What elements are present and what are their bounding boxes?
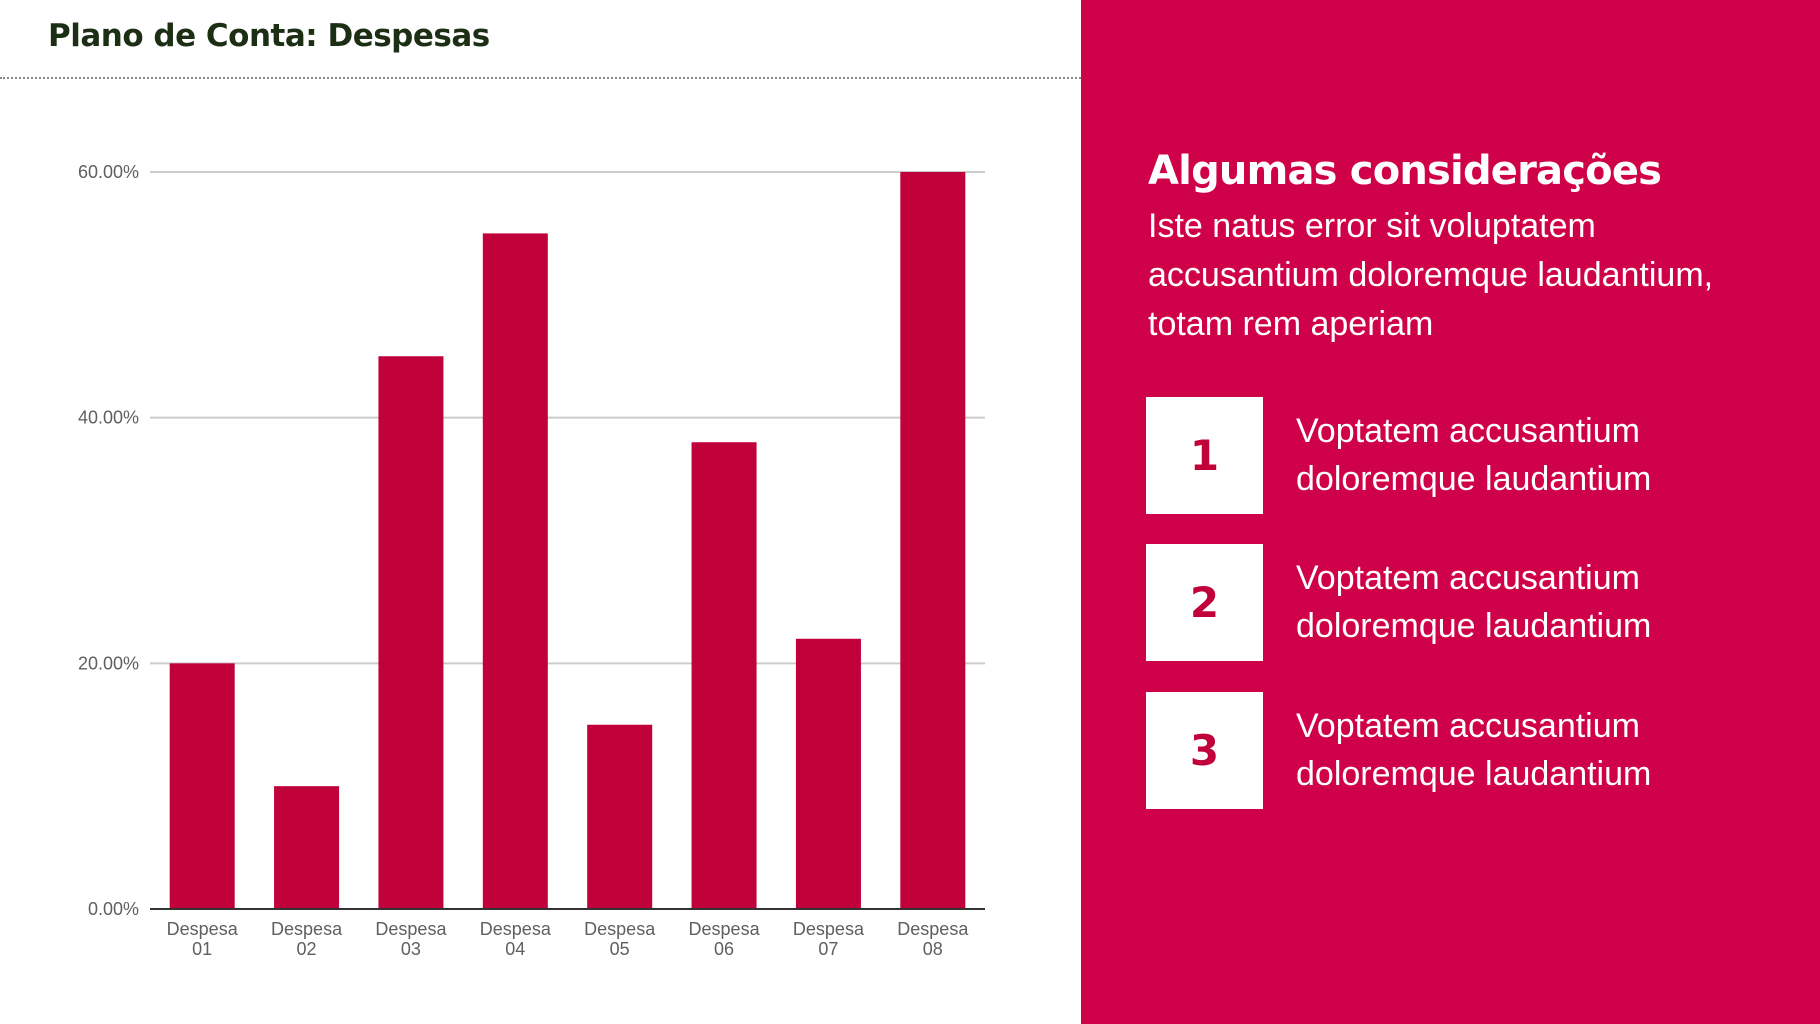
x-tick-label: Despesa 04 <box>480 919 552 959</box>
y-tick-label: 60.00% <box>78 162 139 182</box>
bar-chart: 0.00% 20.00% 40.00% 60.00% Despesa 01 Despesa 0… <box>78 162 985 959</box>
bar <box>378 356 444 909</box>
x-tick-label: Despesa 05 <box>584 919 656 959</box>
list-item: 2 Voptatem accusantium doloremque laudan… <box>1146 544 1786 661</box>
item-number-badge: 1 <box>1146 397 1263 514</box>
x-tick-label: Despesa 01 <box>167 919 239 959</box>
panel-heading: Algumas considerações <box>1148 148 1662 194</box>
item-text: Voptatem accusantium doloremque laudanti… <box>1296 707 1652 793</box>
item-text: Voptatem accusantium doloremque laudanti… <box>1296 412 1652 498</box>
x-tick-label: Despesa 03 <box>375 919 447 959</box>
bar <box>169 663 235 909</box>
considerations-panel: Algumas considerações Iste natus error s… <box>1081 0 1820 1024</box>
list-item: 1 Voptatem accusantium doloremque laudan… <box>1146 397 1786 514</box>
x-tick-label: Despesa 06 <box>689 919 761 959</box>
bar <box>900 172 966 909</box>
bar <box>482 233 548 909</box>
bar <box>795 638 861 909</box>
title-divider <box>0 77 1081 79</box>
y-tick-label: 40.00% <box>78 408 139 428</box>
item-text: Voptatem accusantium doloremque laudanti… <box>1296 559 1652 645</box>
y-tick-label: 0.00% <box>88 899 139 919</box>
list-item: 3 Voptatem accusantium doloremque laudan… <box>1146 692 1786 809</box>
bar <box>274 786 340 909</box>
x-tick-label: Despesa 02 <box>271 919 343 959</box>
item-number-badge: 3 <box>1146 692 1263 809</box>
panel-intro: Iste natus error sit voluptatem accusant… <box>1148 207 1714 343</box>
x-tick-label: Despesa 07 <box>793 919 865 959</box>
y-tick-label: 20.00% <box>78 653 139 673</box>
chart-section: Plano de Conta: Despesas 0.00% 20.00% 40.0… <box>0 18 1081 959</box>
page-title: Plano de Conta: Despesas <box>48 18 490 54</box>
bar <box>587 724 653 909</box>
item-number-badge: 2 <box>1146 544 1263 661</box>
bar <box>691 442 757 909</box>
x-tick-label: Despesa 08 <box>897 919 969 959</box>
